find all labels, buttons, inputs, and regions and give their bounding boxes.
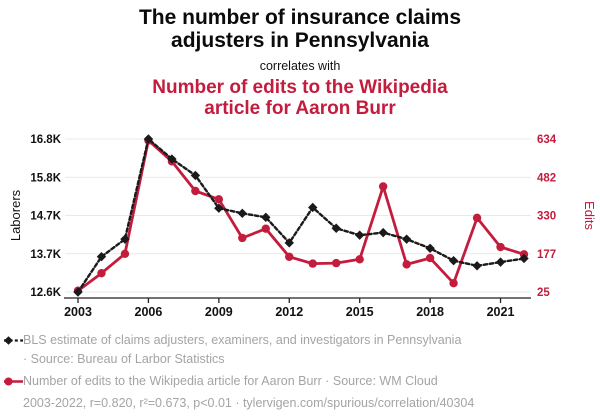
laborers-series-marker <box>401 234 412 244</box>
subtitle-line-2: article for Aaron Burr <box>204 98 396 119</box>
laborers-series-marker <box>448 255 459 266</box>
laborers-series-marker <box>167 154 177 164</box>
x-axis-tick-label: 2018 <box>416 305 444 319</box>
laborers-series-marker <box>73 287 83 297</box>
x-axis-tick-label: 2012 <box>275 305 303 319</box>
legend-stats-row: 2003-2022, r=0.820, r²=0.673, p<0.01 · t… <box>3 394 595 413</box>
correlates-with-text: correlates with <box>259 59 341 73</box>
laborers-series-marker <box>190 170 201 181</box>
stats-citation-text: 2003-2022, r=0.820, r²=0.673, p<0.01 · t… <box>23 396 475 410</box>
red-solid-circle-legend-icon <box>4 377 23 386</box>
laborers-series-marker <box>237 208 248 219</box>
right-axis-tick-label: 25 <box>537 287 550 299</box>
legend-label-laborers: BLS estimate of claims adjusters, examin… <box>23 331 461 369</box>
laborers-series-marker <box>472 261 482 271</box>
laborers-series-marker <box>519 253 529 264</box>
edits-series-marker <box>191 186 200 196</box>
right-axis-tick-label: 482 <box>537 172 556 184</box>
laborers-series-line <box>76 137 526 294</box>
left-axis-tick-label: 14.7K <box>30 211 61 223</box>
laborers-series-marker <box>495 257 506 267</box>
right-axis-tick-label: 177 <box>537 249 556 261</box>
laborers-series-marker <box>143 134 154 144</box>
page-title: The number of insurance claims adjusters… <box>0 6 600 52</box>
edits-series-marker <box>285 252 294 262</box>
laborers-series-marker <box>378 227 388 238</box>
edits-series-marker <box>425 253 435 263</box>
laborers-series-marker <box>354 230 365 240</box>
subtitle-line-1: Number of edits to the Wikipedia <box>152 77 448 98</box>
chart-legend: BLS estimate of claims adjusters, examin… <box>3 331 595 416</box>
edits-series-marker <box>308 259 317 268</box>
subtitle-red: Number of edits to the Wikipedia article… <box>0 77 600 119</box>
edits-series-line <box>76 139 526 293</box>
title-line-2: adjusters in Pennsylvania <box>171 29 429 52</box>
legend-laborers-line1: BLS estimate of claims adjusters, examin… <box>23 333 462 347</box>
left-axis-tick-label: 15.8K <box>30 172 61 184</box>
edits-series-marker <box>449 279 458 288</box>
legend-item-edits: Number of edits to the Wikipedia article… <box>3 372 595 391</box>
x-axis-tick-label: 2021 <box>487 305 515 319</box>
edits-series-marker <box>238 233 247 243</box>
laborers-series-marker <box>96 251 107 262</box>
edits-series-marker <box>402 260 411 269</box>
left-axis-tick-label: 13.7K <box>30 249 61 261</box>
x-axis-tick-label: 2003 <box>64 305 92 319</box>
edits-series-marker <box>472 213 482 223</box>
laborers-series-marker <box>331 223 341 233</box>
left-axis-tick-label: 16.8K <box>30 134 61 146</box>
laborers-series-marker <box>261 212 271 223</box>
edits-series-marker <box>355 255 364 264</box>
edits-series-marker <box>496 242 505 252</box>
edits-series-marker <box>214 195 224 204</box>
laborers-series-marker <box>308 202 318 213</box>
right-axis-tick-label: 634 <box>537 134 557 146</box>
laborers-series-marker <box>425 243 435 253</box>
legend-laborers-line2: · Source: Bureau of Larbor Statistics <box>23 352 225 366</box>
edits-series-marker <box>332 258 341 268</box>
black-dashed-diamond-legend-icon <box>4 336 23 345</box>
right-axis-title: Edits <box>582 201 597 230</box>
laborers-series-marker <box>284 238 294 248</box>
legend-label-edits: Number of edits to the Wikipedia article… <box>23 374 438 388</box>
edits-series-marker <box>120 249 130 259</box>
legend-item-laborers: BLS estimate of claims adjusters, examin… <box>3 331 595 369</box>
laborers-series-marker <box>120 234 130 244</box>
x-axis-tick-label: 2015 <box>346 305 374 319</box>
edits-series-marker <box>378 182 388 191</box>
title-line-1: The number of insurance claims <box>138 6 462 29</box>
x-axis-tick-label: 2006 <box>135 305 163 319</box>
x-axis-tick-label: 2009 <box>205 305 233 319</box>
laborers-series-marker <box>214 203 224 213</box>
left-axis-title: Laborers <box>8 189 23 241</box>
edits-series-marker <box>261 224 270 233</box>
right-axis-tick-label: 330 <box>537 211 556 223</box>
left-axis-tick-label: 12.6K <box>30 287 61 299</box>
edits-series-marker <box>97 268 106 278</box>
